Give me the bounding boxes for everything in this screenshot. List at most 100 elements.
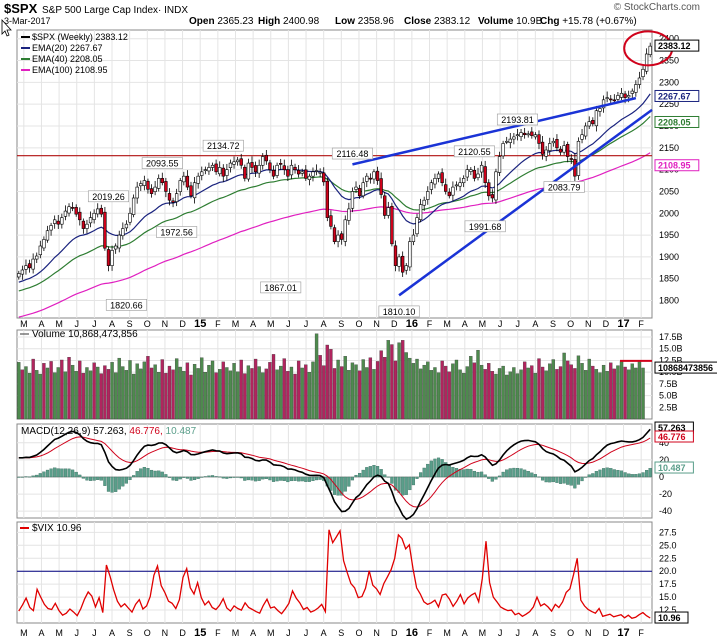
candle-body [479,164,484,173]
price-last-value-tag: 2383.12 [658,41,691,51]
ohlc-value: 2365.23 [217,16,254,27]
macd-histogram-bar [329,476,333,491]
candle-body [182,175,186,183]
candle-body [444,184,448,192]
volume-bar [106,369,111,420]
candle-body [433,178,437,185]
macd-last-value-tag: 46.776 [658,432,686,442]
macd-legend-item: MACD(12,26,9) 57.263, [21,426,127,437]
volume-bar [630,363,634,420]
candle-body [494,171,498,201]
candle-body [566,144,570,157]
candle-body [627,95,631,98]
candle-body [619,92,624,98]
y-tick-label: 25.0 [659,540,677,550]
volume-bar [347,370,351,420]
candle-body [336,234,340,242]
candle-body [296,169,301,175]
volume-bar [594,369,599,420]
volume-bar [114,372,118,420]
volume-bar [142,361,147,420]
volume-last-value-tag-box [654,361,717,374]
macd-histogram-bar [490,476,494,482]
candle-body [458,182,462,187]
macd-histogram-bar [368,466,372,478]
volume-bar [304,364,308,420]
macd-histogram-bar [515,468,520,478]
volume-bar [483,369,487,420]
volume-bar [440,360,444,420]
ohlc-value: 2383.12 [434,16,471,27]
candle-body [178,180,182,192]
candle-body [210,164,215,168]
macd-histogram-bar [221,476,225,479]
y-tick-label: 1800 [659,296,679,306]
volume-bar [232,363,236,420]
price-annotation-box [202,139,244,152]
price-annotation-box [543,181,585,193]
candle-body [569,158,573,160]
candle-body [372,171,376,180]
volume-bar [261,372,265,420]
candle-body [253,165,258,173]
candle-body [576,140,581,176]
volume-bar [522,361,527,420]
volume-bar [540,366,545,420]
x-tick-label: F [215,628,221,638]
price-annotation: 2083.79 [548,183,581,193]
candle-body [519,132,523,137]
macd-title: MACD(12,26,9) 57.263, 46.776, 10.487 [21,426,197,437]
macd-histogram-bar [361,469,365,478]
candle-body [368,177,373,180]
macd-histogram-bar [551,476,555,483]
volume-bar [196,368,200,420]
candle-body [340,233,344,240]
price-annotation: 2120.55 [458,147,491,157]
macd-histogram-bar [182,476,186,478]
candle-body [422,199,426,206]
candle-body [490,194,495,199]
macd-histogram-bar [200,476,204,478]
volume-bar [494,373,498,420]
y-tick-label: 2000 [659,208,679,218]
x-tick-label: N [162,319,169,329]
candle-body [174,193,179,203]
volume-bar [641,367,645,420]
macd-last-value-tag: 57.263 [658,423,686,433]
volume-bar [451,363,455,420]
macd-histogram-bar [648,468,652,478]
price-annotation: 1972.56 [160,227,193,237]
price-annotation-box [156,226,198,238]
volume-bar [612,368,616,420]
x-tick-label: M [267,628,275,638]
macd-histogram-bar [132,475,136,478]
candle-body [616,95,620,100]
macd-histogram-bar [347,476,351,487]
volume-bar [239,359,243,420]
macd-histogram-bar [619,470,624,478]
volume-bar [20,369,25,420]
candle-body [99,207,103,215]
x-tick-label: D [179,319,186,329]
candle-body [300,171,304,174]
candle-body [261,156,265,166]
candle-body [426,191,430,200]
price-annotation-box [260,281,302,294]
candle-body [264,154,268,162]
volume-bar [185,362,190,420]
macd-histogram-bar [250,476,254,481]
candle-body [88,217,93,224]
candle-body [113,245,118,250]
macd-histogram-bar [96,476,100,480]
volume-bar [619,361,624,420]
candle-body [537,134,541,144]
volume-bar [576,355,581,420]
volume-bar [591,365,595,420]
volume-bar [361,359,365,420]
x-tick-label: S [127,319,133,329]
candle-body [343,219,347,242]
volume-bar [35,370,39,420]
volume-bar [167,365,172,420]
volume-bar [243,373,247,420]
macd-histogram-bar [476,471,480,478]
